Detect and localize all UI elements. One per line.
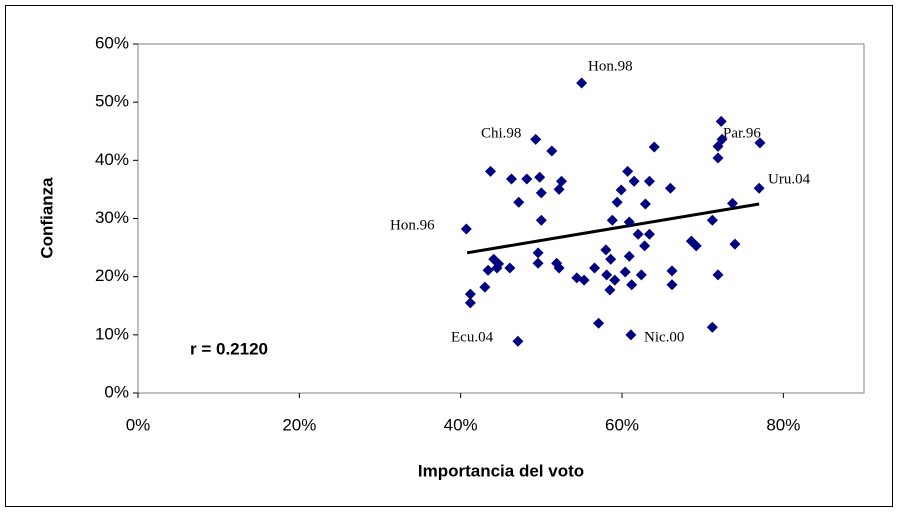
- annotation: Hon.96: [390, 217, 435, 233]
- point: [690, 240, 702, 252]
- point: [521, 173, 533, 185]
- point: [639, 198, 651, 210]
- point: [606, 214, 618, 226]
- point: [643, 228, 655, 240]
- annotation: Ecu.04: [451, 329, 494, 345]
- point: [623, 250, 635, 262]
- point: [712, 269, 724, 281]
- point: [479, 281, 491, 293]
- point: [530, 133, 542, 145]
- point: [628, 175, 640, 187]
- point: [611, 196, 623, 208]
- annotation: Hon.98: [588, 58, 633, 74]
- y-tick-label: 0%: [104, 382, 129, 401]
- point: [706, 214, 718, 226]
- point: [504, 262, 516, 274]
- point: [593, 317, 605, 329]
- point: [609, 274, 621, 286]
- point: [505, 173, 517, 185]
- point: [712, 152, 724, 164]
- annotation: Uru.04: [768, 171, 811, 187]
- point: [512, 335, 524, 347]
- point: [605, 253, 617, 265]
- point: [706, 321, 718, 333]
- point: [491, 262, 503, 274]
- point: [632, 228, 644, 240]
- point: [635, 269, 647, 281]
- annotation: Par.96: [723, 125, 761, 141]
- point: [727, 197, 739, 209]
- point: [601, 269, 613, 281]
- y-tick-label: 60%: [95, 33, 129, 52]
- point: [619, 266, 631, 278]
- point: [639, 240, 651, 252]
- point: [716, 133, 728, 145]
- x-tick-label: 60%: [605, 415, 639, 434]
- point: [666, 265, 678, 277]
- point: [604, 284, 616, 296]
- point: [622, 165, 634, 177]
- point: [485, 165, 497, 177]
- point: [625, 329, 637, 341]
- point: [753, 182, 765, 194]
- annotation: Chi.98: [481, 125, 521, 141]
- point: [460, 223, 472, 235]
- point: [626, 279, 638, 291]
- y-tick-label: 10%: [95, 324, 129, 343]
- x-tick-label: 80%: [766, 415, 800, 434]
- point: [534, 171, 546, 183]
- point: [729, 238, 741, 250]
- point: [546, 145, 558, 157]
- point: [712, 140, 724, 152]
- point: [600, 244, 612, 256]
- y-axis-title: Confianza: [37, 177, 56, 259]
- point: [532, 247, 544, 259]
- x-tick-label: 0%: [126, 415, 151, 434]
- point: [615, 184, 627, 196]
- point: [535, 214, 547, 226]
- point: [589, 262, 601, 274]
- point: [648, 141, 660, 153]
- x-axis-title: Importancia del voto: [418, 461, 584, 480]
- y-tick-label: 40%: [95, 150, 129, 169]
- point: [464, 297, 476, 309]
- x-tick-label: 20%: [282, 415, 316, 434]
- point: [666, 279, 678, 291]
- point: [754, 137, 766, 149]
- point: [482, 264, 494, 276]
- point: [464, 288, 476, 300]
- y-tick-label: 20%: [95, 266, 129, 285]
- point: [623, 216, 635, 228]
- point: [715, 115, 727, 127]
- y-tick-label: 50%: [95, 92, 129, 111]
- annotation: r = 0.2120: [190, 339, 268, 358]
- point: [576, 77, 588, 89]
- point: [664, 182, 676, 194]
- point: [556, 175, 567, 187]
- y-tick-label: 30%: [95, 208, 129, 227]
- point: [578, 274, 590, 286]
- point: [513, 196, 525, 208]
- annotation: Nic.00: [644, 329, 684, 345]
- point: [643, 175, 655, 187]
- plot-area: [137, 43, 865, 394]
- trendline: [466, 202, 760, 255]
- point: [553, 262, 565, 274]
- point: [553, 183, 565, 195]
- point: [535, 187, 547, 199]
- point: [532, 257, 544, 269]
- x-tick-label: 40%: [444, 415, 478, 434]
